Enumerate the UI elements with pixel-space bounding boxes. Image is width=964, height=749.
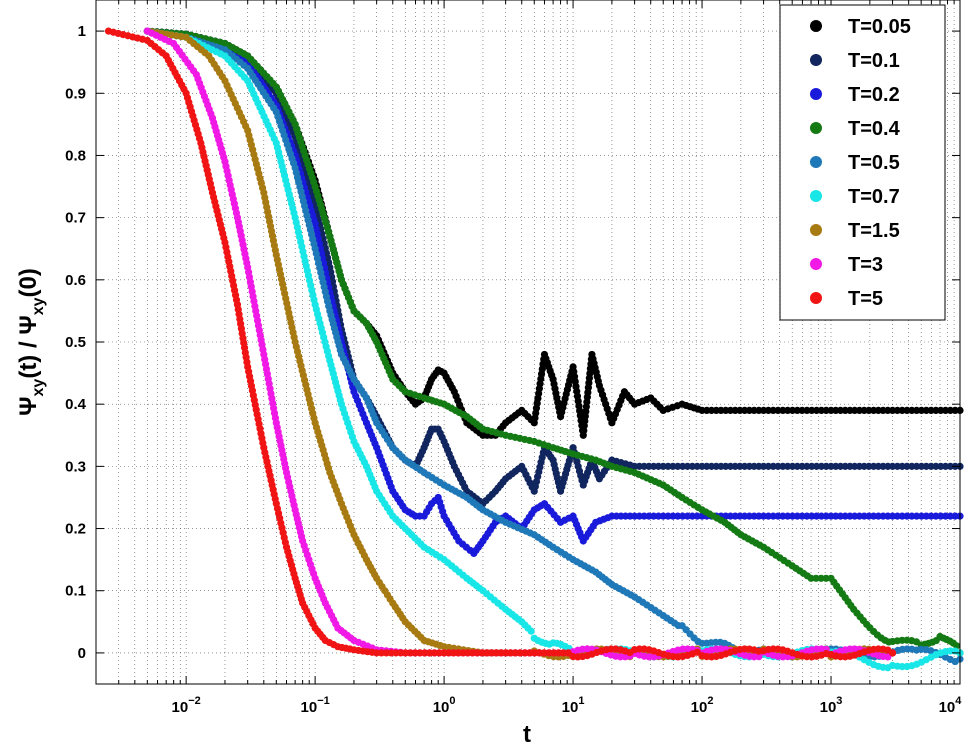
x-tick-labels: 10−2 10−1 100 101 102 103 104 [172, 695, 963, 716]
x-tick-label: 102 [691, 695, 714, 716]
legend-label: T=0.1 [848, 50, 900, 72]
y-tick-label: 0.6 [65, 272, 86, 289]
series-T=0.4 [143, 27, 964, 657]
data-point [807, 574, 815, 582]
data-points [104, 27, 964, 672]
legend-marker [810, 156, 822, 168]
y-axis-label: Ψxy(t) / Ψxy(0) [15, 268, 47, 416]
x-tick-label: 103 [820, 695, 843, 716]
legend-marker [810, 122, 822, 134]
legend-label: T=0.2 [848, 84, 900, 106]
data-point [755, 653, 763, 661]
svg-text:Ψxy(t) / Ψxy(0): Ψxy(t) / Ψxy(0) [15, 268, 47, 416]
y-tick-label: 0.9 [65, 85, 86, 102]
data-point [527, 627, 535, 635]
legend-label: T=0.4 [848, 118, 901, 140]
y-tick-label: 0 [78, 645, 86, 662]
y-label-sub-den: xy [30, 297, 47, 315]
legend-marker [810, 292, 822, 304]
data-point [888, 649, 897, 657]
y-tick-label: 0.2 [65, 521, 86, 538]
x-tick-label: 10−1 [301, 695, 330, 716]
y-tick-label: 0.5 [65, 334, 86, 351]
x-tick-label: 100 [433, 695, 456, 716]
y-tick-label: 0.8 [65, 147, 86, 164]
axis-ticks [95, 0, 960, 684]
legend-box [779, 4, 946, 321]
series-T=5 [104, 27, 897, 661]
data-point [817, 574, 825, 582]
legend-label: T=3 [848, 254, 883, 276]
legend-label: T=1.5 [848, 220, 900, 242]
data-point [822, 574, 830, 582]
legend-marker [810, 224, 822, 236]
data-point [812, 574, 820, 582]
legend-marker [810, 54, 822, 66]
y-tick-label: 0.1 [65, 583, 86, 600]
y-label-num-arg: (t) [15, 355, 42, 379]
legend: T=0.05 T=0.1 T=0.2 T=0.4 T=0.5 T=0.7 T=1.5 T=3 T… [779, 4, 946, 321]
y-tick-label: 0.7 [65, 210, 86, 227]
data-point [884, 653, 892, 661]
x-tick-label: 10−2 [172, 695, 201, 716]
y-label-psi-den: Ψ [15, 315, 42, 334]
legend-marker [810, 88, 822, 100]
y-label-psi: Ψ [15, 396, 42, 415]
y-tick-label: 0.4 [65, 396, 87, 413]
x-tick-label: 101 [562, 695, 585, 716]
legend-marker [810, 20, 822, 32]
legend-label: T=0.5 [848, 152, 900, 174]
legend-label: T=5 [848, 288, 883, 310]
y-label-sub: xy [30, 379, 47, 397]
legend-label: T=0.05 [848, 16, 911, 38]
x-tick-label: 104 [939, 695, 963, 716]
y-label-slash: / [15, 335, 42, 355]
legend-marker [810, 258, 822, 270]
legend-marker [810, 190, 822, 202]
y-tick-labels: 0 0.1 0.2 0.3 0.4 0.5 0.6 0.7 0.8 0.9 1 [65, 23, 87, 662]
x-axis-label: t [523, 721, 531, 748]
legend-label: T=0.7 [848, 186, 900, 208]
y-label-den-arg: (0) [15, 268, 42, 297]
y-tick-label: 1 [78, 23, 86, 40]
y-tick-label: 0.3 [65, 458, 86, 475]
